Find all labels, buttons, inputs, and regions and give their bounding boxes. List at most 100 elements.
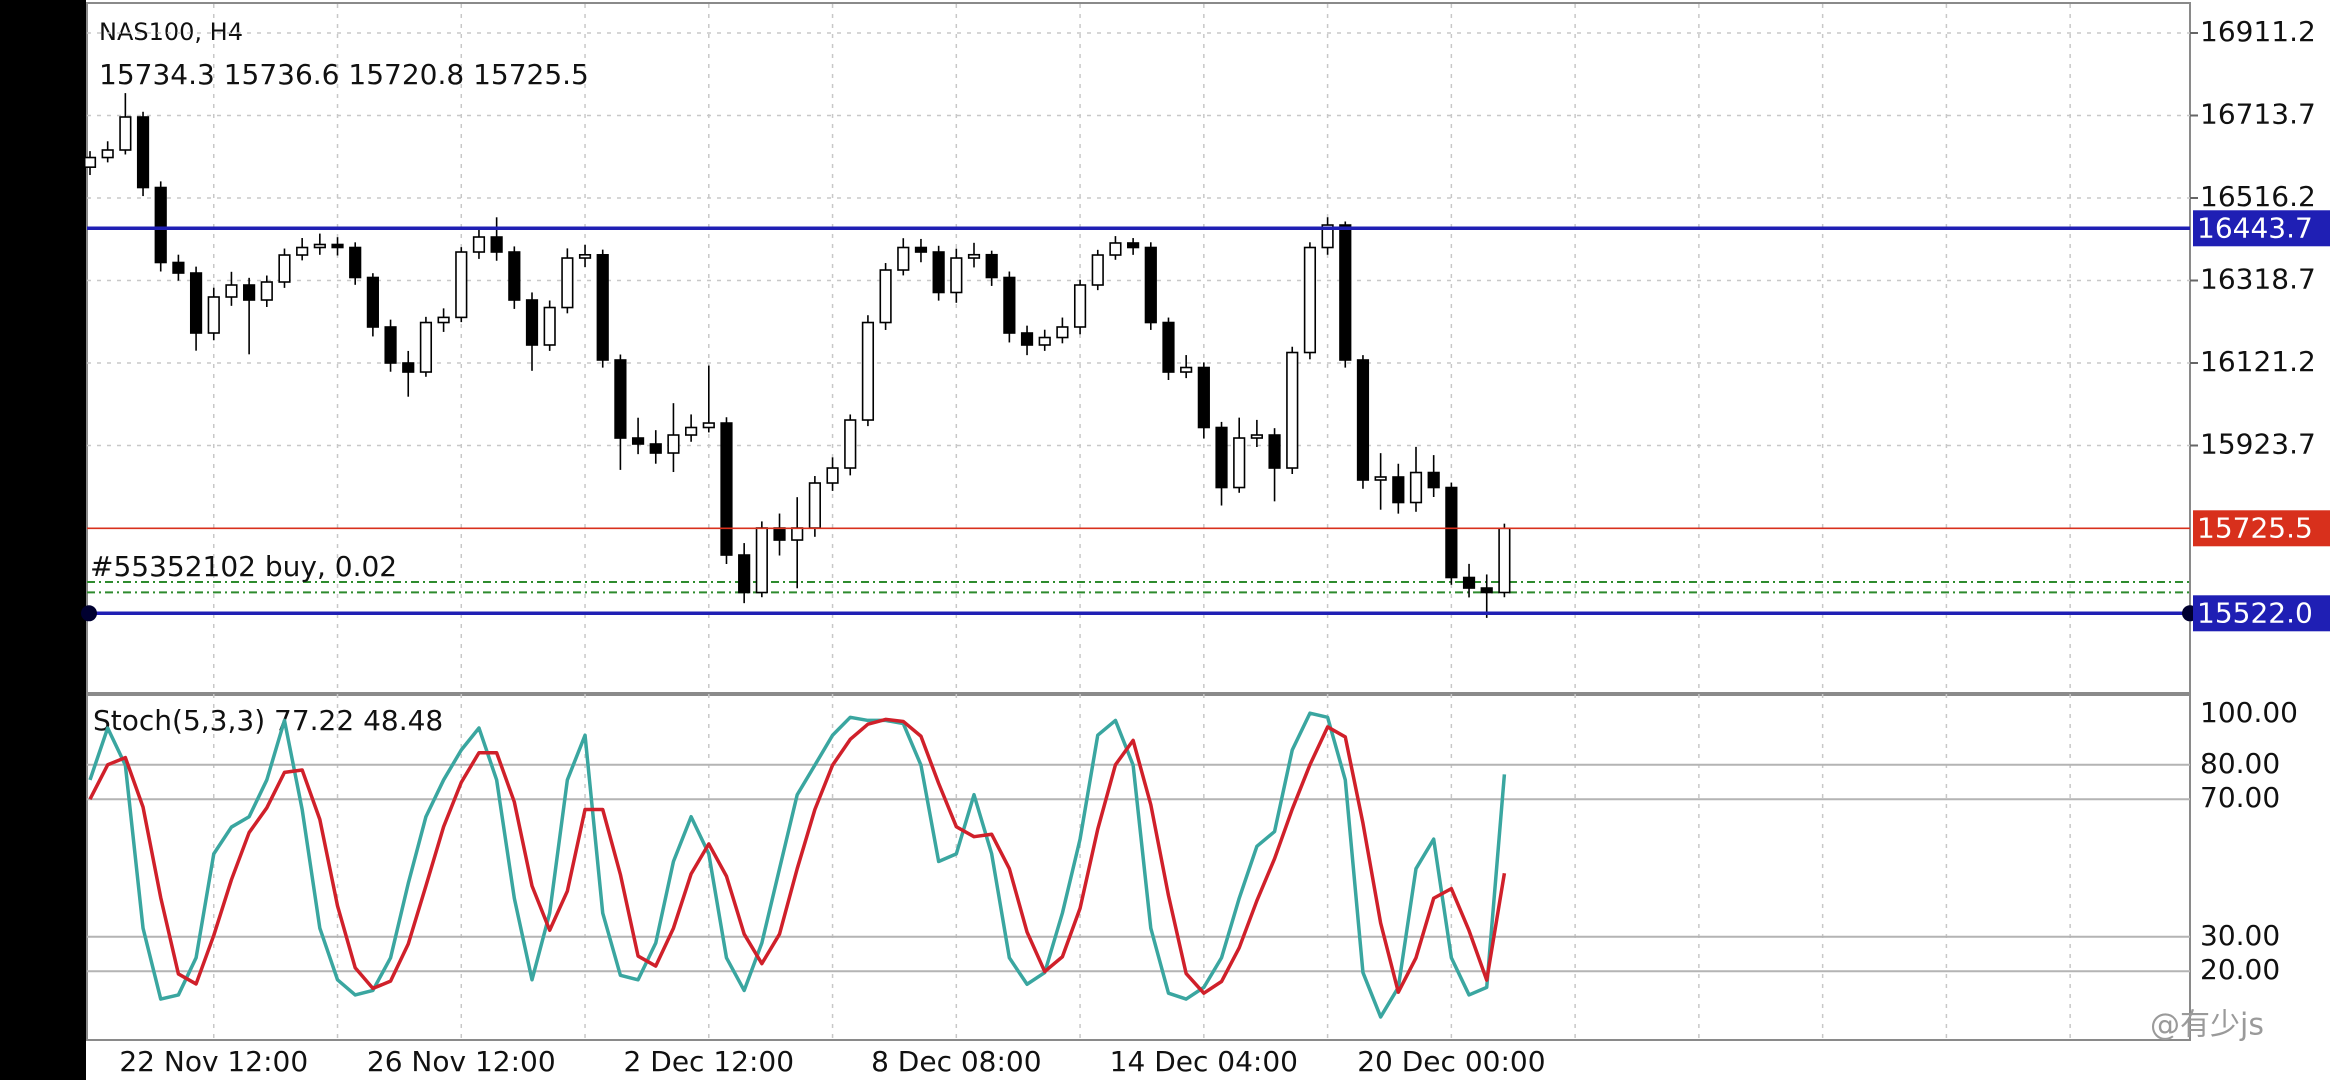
candle-body [1250,434,1263,439]
price-tag-label: 16443.7 [2197,211,2313,244]
candle-body [897,246,910,271]
candle-body [1356,359,1370,481]
line-handle [81,605,97,622]
candle-body [667,434,680,454]
candle-body [861,321,875,421]
order-label: #55352102 buy, 0.02 [90,550,397,583]
candle-body [826,467,839,484]
price-tag [2193,210,2330,247]
candle-body [1392,476,1405,504]
candle-body [1427,471,1440,489]
candle-body [1321,224,1334,249]
candle-body [578,254,592,259]
candle-body [490,236,503,253]
candle-body [596,254,609,361]
candle-body [455,251,468,319]
candle-body [101,149,114,159]
candle-body [1268,434,1281,469]
y-tick-label: 16516.2 [2200,180,2316,213]
candle-body [1286,351,1299,469]
candle-body [561,257,574,309]
candle-body [1445,486,1458,579]
candle-body [1197,366,1210,429]
y-tick-label: 70.00 [2200,781,2280,814]
y-tick-label: 16911.2 [2200,15,2316,48]
candle-body [1409,471,1423,504]
y-tick-label: 80.00 [2200,747,2280,780]
x-tick-label: 26 Nov 12:00 [367,1045,556,1078]
screen-edge [0,0,86,1080]
indicator-title: Stoch(5,3,3) 77.22 48.48 [93,704,443,737]
candle-body [1215,426,1228,489]
price-tag-label: 15522.0 [2197,596,2313,629]
candle-body [755,527,768,594]
candle-body [1374,476,1387,481]
candle-body [773,527,786,541]
candle-body [189,272,203,334]
price-tag [2193,510,2330,547]
candle-body [1056,326,1069,339]
price-tag [2193,595,2330,632]
candle-body [437,316,450,324]
candle-body [879,269,892,324]
candle-body [702,422,715,429]
candle-body [932,251,945,294]
chart-title: NAS100, H4 [99,18,243,46]
candle-body [119,116,132,151]
candle-body [685,426,698,436]
candle-body [313,243,326,249]
candle-body [808,482,821,529]
candle-body [914,246,928,253]
price-tag-label: 15725.5 [2197,511,2313,544]
candle-body [1020,332,1034,346]
candle-body [1109,242,1122,256]
candle-body [614,359,627,439]
plot-frame [86,2,2191,1041]
candle-body [1091,254,1104,286]
candle-body [985,253,998,279]
y-tick-label: 30.00 [2200,919,2280,952]
candle-body [631,437,645,445]
candle-body [136,116,150,189]
candle-body [720,422,733,556]
candle-body [649,443,662,454]
candle-body [243,284,256,301]
candle-body [1162,321,1175,373]
candle-body [296,246,309,256]
candle-body [225,284,238,298]
candle-body [172,261,185,274]
candle-body [83,156,97,168]
candle-body [207,296,220,334]
candle-body [1462,576,1476,589]
candle-body [1127,242,1140,249]
candle-body [1003,276,1016,334]
candle-body [1233,437,1246,489]
y-tick-label: 20.00 [2200,953,2280,986]
candle-body [1038,336,1051,346]
candle-body [1498,527,1511,594]
watermark: @有少js [2150,1008,2264,1043]
candle-body [967,253,981,259]
candle-body [402,362,415,373]
v-grid [213,4,2071,1039]
y-tick-label: 100.00 [2200,696,2298,729]
candle-body [349,246,362,279]
candle-body [1339,224,1352,361]
candle-body [384,326,397,364]
candle-body [472,236,486,253]
candle-body [366,276,379,328]
candle-body [260,281,273,301]
y-tick-label: 16713.7 [2200,98,2316,131]
candle-body [331,243,344,249]
x-tick-label: 2 Dec 12:00 [624,1045,795,1078]
candle-body [508,251,521,301]
x-tick-label: 14 Dec 04:00 [1110,1045,1298,1078]
candle-body [543,306,556,346]
candle-body [278,254,291,283]
ohlc-readout: 15734.3 15736.6 15720.8 15725.5 [99,58,589,91]
candle-body [419,321,433,373]
stoch-line [88,711,1507,1019]
